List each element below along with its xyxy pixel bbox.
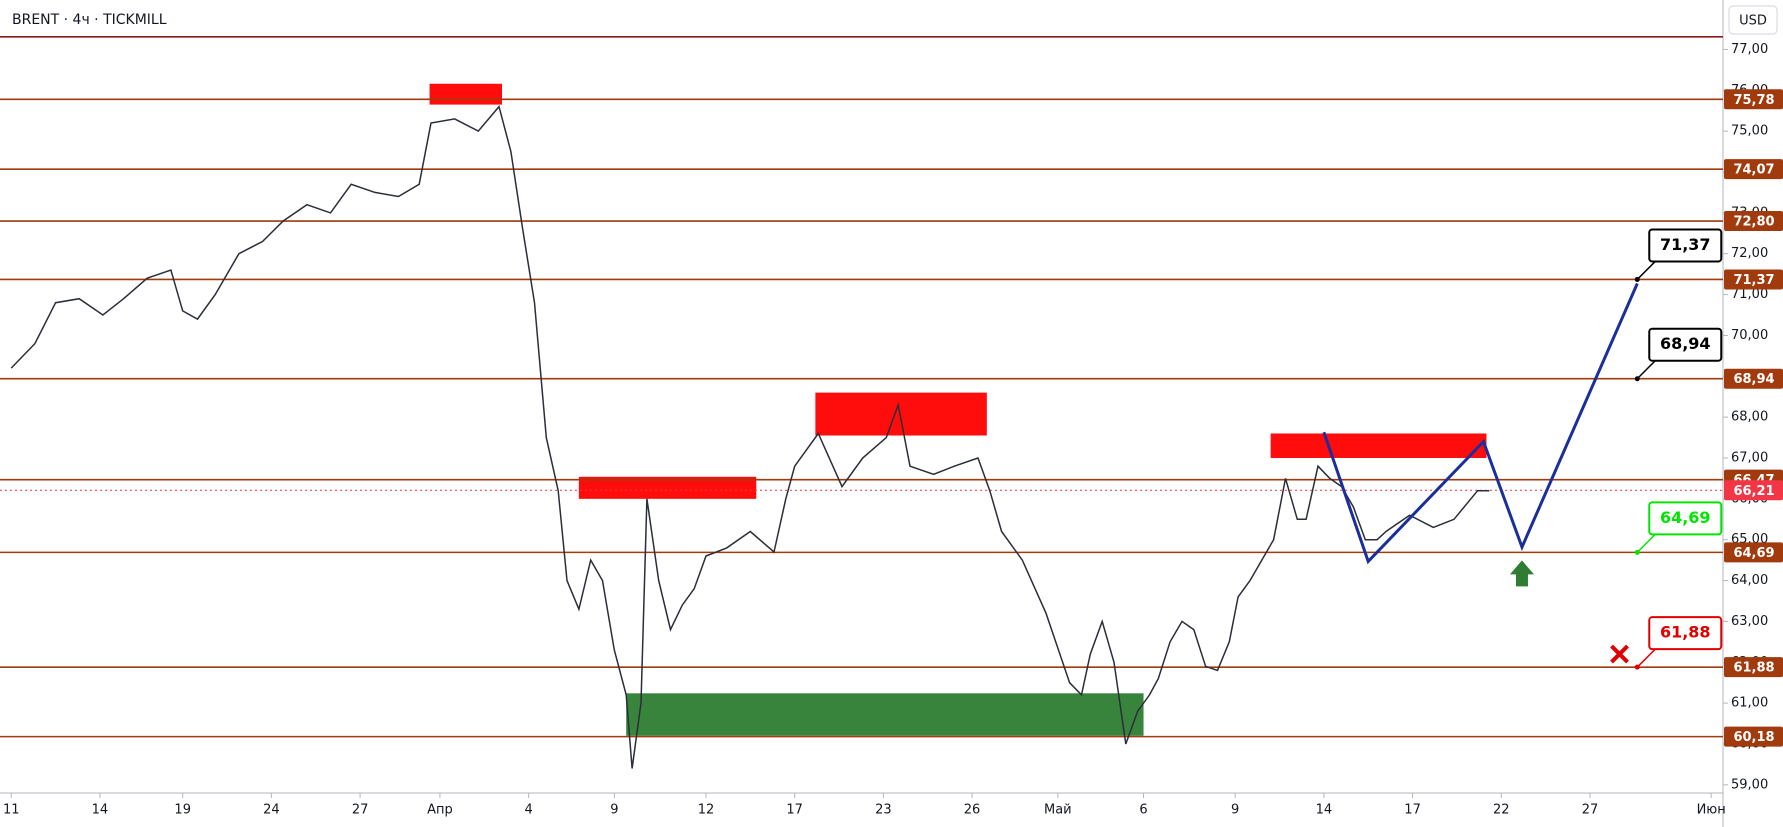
currency-box[interactable]: [1728, 5, 1778, 35]
price-badge-label: 64,69: [1733, 546, 1774, 561]
y-tick-label: 71,00: [1731, 287, 1768, 302]
x-tick-label: 6: [1139, 803, 1147, 818]
cross-marker: [1610, 644, 1629, 664]
price-badge-label: 71,37: [1733, 273, 1774, 288]
price-badge: [1724, 89, 1783, 110]
x-tick-label: 27: [1582, 803, 1599, 818]
currency: USD: [1739, 14, 1767, 29]
price-badge: [1724, 368, 1783, 389]
y-tick-label: 61,00: [1731, 696, 1768, 711]
price-badge-label: 74,07: [1733, 163, 1774, 178]
forecast-path: [1322, 282, 1639, 565]
y-tick-label: 75,00: [1731, 124, 1768, 139]
price-badge: [1724, 542, 1783, 563]
y-tick-label: 59,00: [1731, 777, 1768, 792]
callout-pointer: [1636, 648, 1656, 668]
y-tick-label: 68,00: [1731, 410, 1768, 425]
price-badge: [1724, 269, 1783, 290]
callout-box: [1648, 327, 1723, 362]
price-line: [10, 105, 1490, 769]
x-tick-label: Май: [1044, 803, 1072, 818]
plot-area: [0, 35, 1723, 769]
y-tick-label: 63,00: [1731, 614, 1768, 629]
callout-box: [1648, 228, 1723, 263]
arrow-up-marker: [1509, 560, 1534, 587]
x-tick-label: 27: [352, 803, 369, 818]
callout-box: [1648, 501, 1723, 536]
x-tick-label: 17: [786, 803, 803, 818]
price-badge-label: 66,21: [1733, 484, 1774, 499]
callout-pointer: [1636, 260, 1656, 280]
price-badge: [1724, 159, 1783, 180]
y-tick-label: 77,00: [1731, 42, 1768, 57]
zone: [578, 476, 757, 499]
y-tick-label: 72,00: [1731, 246, 1768, 261]
x-tick-label: 9: [1231, 803, 1239, 818]
zone: [1270, 433, 1487, 458]
price-badge-label: 72,80: [1733, 215, 1774, 230]
price-badge-label: 61,88: [1733, 661, 1774, 676]
chart-title: BRENT · 4ч · TICKMILL: [12, 12, 167, 28]
x-tick-label: 23: [875, 803, 892, 818]
zone: [626, 693, 1144, 736]
x-tick-label: Апр: [427, 803, 453, 818]
callout-label: 68,94: [1660, 334, 1711, 353]
x-tick-label: Июн: [1697, 803, 1726, 818]
x-tick-label: 26: [964, 803, 981, 818]
x-tick-label: 12: [698, 803, 715, 818]
callout-pointer: [1636, 533, 1656, 553]
price-badge-label: 75,78: [1733, 93, 1774, 108]
price-badge-label: 60,18: [1733, 730, 1774, 745]
x-tick-label: 17: [1404, 803, 1421, 818]
callout-pointer: [1636, 360, 1656, 380]
price-badge: [1724, 657, 1783, 678]
price-badge: [1724, 211, 1783, 232]
x-tick-label: 14: [92, 803, 109, 818]
callout-label: 64,69: [1660, 508, 1711, 527]
callout-label: 61,88: [1660, 623, 1711, 642]
x-tick-label: 4: [524, 803, 532, 818]
price-badge: [1724, 726, 1783, 747]
x-tick-label: 11: [3, 803, 20, 818]
zone: [429, 83, 502, 105]
x-tick-label: 14: [1316, 803, 1333, 818]
y-tick-label: 67,00: [1731, 450, 1768, 465]
x-tick-label: 24: [263, 803, 280, 818]
y-tick-label: 70,00: [1731, 328, 1768, 343]
zone: [815, 392, 987, 436]
x-tick-label: 9: [610, 803, 618, 818]
y-tick-label: 64,00: [1731, 573, 1768, 588]
price-badge-label: 68,94: [1733, 372, 1774, 387]
callout-box: [1648, 616, 1723, 651]
x-tick-label: 22: [1493, 803, 1510, 818]
x-tick-label: 19: [174, 803, 191, 818]
price-badge: [1724, 480, 1783, 501]
callout-label: 71,37: [1660, 235, 1711, 254]
